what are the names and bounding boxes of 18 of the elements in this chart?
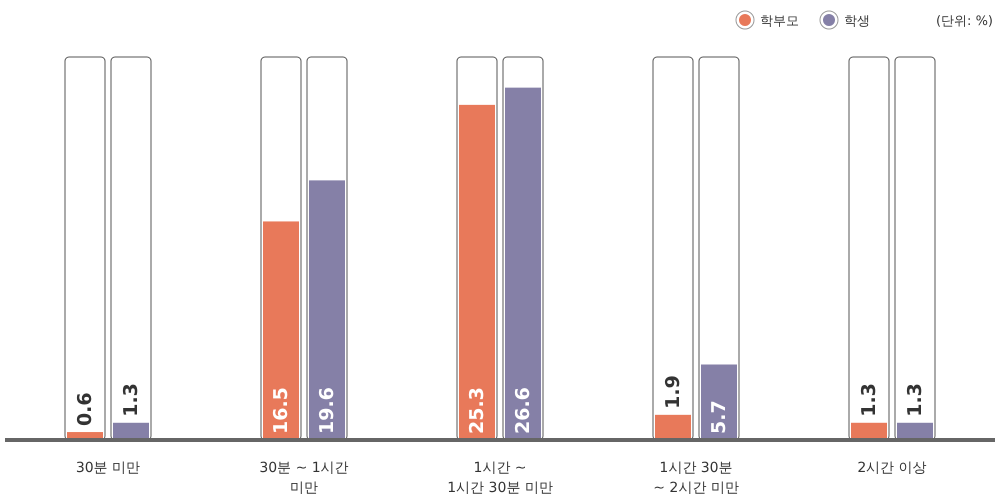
data-label: 1.9	[662, 375, 684, 409]
data-label: 26.6	[512, 387, 534, 434]
x-tick-label: 1시간 ~ 1시간 30분 미만	[447, 460, 553, 496]
data-label: 16.5	[270, 387, 292, 434]
legend-label: 학생	[844, 14, 870, 29]
x-tick-label: 2시간 이상	[857, 460, 927, 476]
x-tick-label: 30분 ~ 1시간 미만	[259, 460, 349, 496]
data-label: 5.7	[708, 400, 730, 434]
x-tick-label: 30분 미만	[76, 460, 140, 476]
data-label: 0.6	[74, 392, 96, 426]
data-label: 1.3	[904, 383, 926, 417]
data-label: 1.3	[858, 383, 880, 417]
text: (단위: %)	[936, 14, 993, 29]
data-label: 25.3	[466, 387, 488, 434]
x-tick-label: 1시간 30분 ~ 2시간 미만	[653, 460, 739, 496]
legend-label: 학부모	[760, 14, 799, 29]
data-label: 1.3	[120, 383, 142, 417]
data-label: 19.6	[316, 387, 338, 434]
